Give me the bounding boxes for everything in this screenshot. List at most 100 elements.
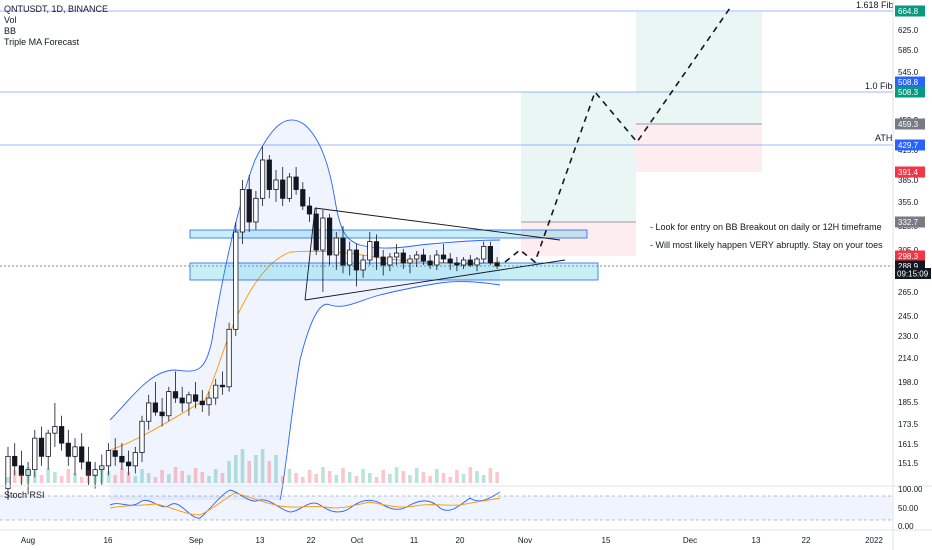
candle-body [414, 254, 420, 260]
candle-body [460, 259, 467, 266]
price-badge-label: 298.3 [898, 252, 919, 261]
stoch-rsi-label[interactable]: Stoch RSI [4, 490, 45, 500]
volume-bar [481, 475, 486, 483]
stoch-tick-label: 50.00 [898, 504, 919, 513]
candle-body [126, 461, 132, 467]
candle-body [139, 420, 145, 453]
volume-bar [327, 471, 332, 483]
candle-body [320, 217, 326, 251]
price-badge-bg [895, 86, 925, 98]
candle-body [313, 213, 319, 251]
volume-bar [227, 461, 231, 483]
volume-bar [435, 469, 439, 483]
candle-body [481, 245, 487, 260]
stoch-ticks: 100.00 50.00 0.00 [898, 485, 923, 531]
long-stop-zone-2 [636, 124, 762, 172]
candle-body [306, 205, 313, 215]
volume-bar [354, 476, 359, 483]
volume-bar [301, 477, 305, 483]
price-badge-label: 429.7 [898, 141, 919, 150]
volume-bar [314, 474, 318, 483]
volume-bar [53, 472, 57, 483]
candle-body [112, 450, 118, 457]
resistance-zone [189, 229, 588, 239]
x-tick-label: 22 [802, 536, 811, 545]
volume-bar [26, 467, 30, 483]
candle-body [266, 159, 272, 190]
candle-body [18, 465, 25, 476]
candle-body [146, 402, 152, 422]
candle-body [494, 262, 500, 267]
volume-bar [421, 472, 426, 483]
x-tick-label: Dec [683, 536, 697, 545]
volume-bar [240, 449, 245, 483]
candle-body [99, 465, 105, 471]
volume-bar [220, 473, 225, 483]
candle-body [206, 397, 212, 406]
volume-bar [495, 472, 499, 483]
fib-10-label: 1.0 Fib [865, 81, 893, 91]
candle-body [186, 394, 192, 404]
volume-bar [86, 470, 91, 483]
triangle-left [304, 207, 316, 301]
legend-vol[interactable]: Vol [4, 15, 17, 25]
candle-body [65, 442, 71, 457]
candle-body [259, 159, 266, 199]
volume-bar [401, 471, 406, 483]
candle-body [407, 258, 413, 264]
volume-bar [448, 477, 452, 483]
volume-bar [414, 468, 419, 483]
x-tick-label: 13 [752, 536, 761, 545]
volume-bar [73, 473, 77, 483]
volume-bar [12, 470, 17, 483]
candle-body [246, 189, 252, 223]
candle-body [199, 400, 205, 406]
legend-bb[interactable]: BB [4, 26, 17, 36]
volume-bar [347, 472, 352, 483]
volume-bar [187, 475, 191, 483]
candle-body [213, 384, 219, 399]
price-badge-bg [895, 216, 925, 228]
volume-bar [207, 476, 211, 483]
x-tick-label: 16 [104, 536, 113, 545]
x-axis-ticks: Aug 16 Sep 13 22 Oct 11 20 Nov 15 Dec 13 22 2022 [21, 536, 884, 545]
candle-body [427, 260, 433, 266]
price-badge-label: 508.8 [898, 78, 919, 87]
volume-bar [100, 467, 104, 483]
countdown-label: 09:15:09 [897, 270, 929, 279]
volume-bar [321, 467, 325, 483]
stoch-tick-label: 0.00 [898, 522, 914, 531]
y-tick-label: 151.5 [898, 459, 919, 468]
bb-lower [279, 281, 501, 501]
y-tick-label: 230.0 [898, 332, 919, 341]
volume-bar [341, 468, 345, 483]
stoch-tick-label: 100.00 [898, 485, 923, 494]
candle-body [420, 254, 427, 262]
x-tick-label: 22 [307, 536, 316, 545]
price-badge-bg [895, 250, 925, 262]
y-tick-label: 214.0 [898, 354, 919, 363]
long-target-zone [521, 92, 636, 222]
volume-bar [79, 477, 84, 483]
candle-body [172, 391, 179, 399]
bb-fill [110, 119, 500, 501]
candle-body [233, 231, 239, 330]
projection-path [504, 7, 731, 264]
support-zone [189, 262, 599, 281]
volume-bar [46, 468, 50, 483]
stoch-k [109, 489, 501, 519]
volume-bar [160, 470, 164, 483]
volume-bar [133, 476, 138, 483]
candle-body [454, 262, 460, 266]
legend-symbol[interactable]: QNTUSDT, 1D, BINANCE [4, 4, 109, 14]
volume-bar [381, 470, 385, 483]
price-badge-label: 391.4 [898, 168, 919, 177]
x-tick-label: Oct [351, 536, 364, 545]
candle-body [72, 446, 78, 457]
price-badge-bg [895, 5, 925, 17]
price-badge-label: 288.9 [898, 262, 919, 271]
candle-body [333, 237, 339, 256]
volume-bar [66, 469, 71, 483]
legend-triple-ma[interactable]: Triple MA Forecast [4, 37, 80, 47]
